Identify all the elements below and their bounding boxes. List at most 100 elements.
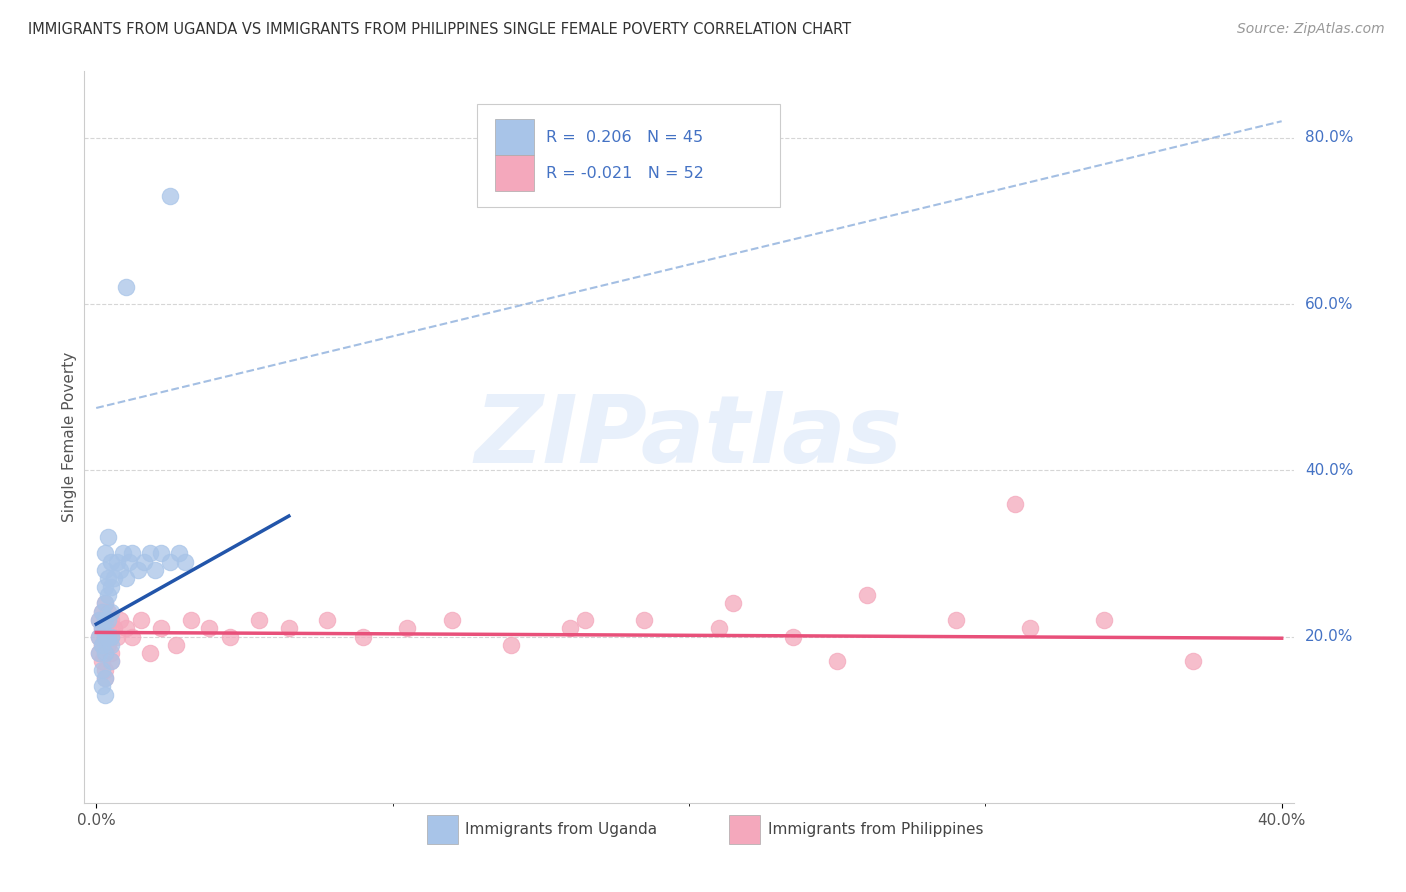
Point: [100, 580, 122, 594]
Point: [94, 688, 117, 702]
Point: [105, 555, 128, 569]
FancyBboxPatch shape: [495, 155, 534, 191]
Point: [89, 613, 111, 627]
Point: [108, 563, 131, 577]
Point: [94, 580, 117, 594]
Point: [180, 613, 202, 627]
Point: [118, 555, 141, 569]
Point: [121, 546, 143, 560]
Point: [100, 630, 122, 644]
Point: [316, 613, 339, 627]
Text: IMMIGRANTS FROM UGANDA VS IMMIGRANTS FROM PHILIPPINES SINGLE FEMALE POVERTY CORR: IMMIGRANTS FROM UGANDA VS IMMIGRANTS FRO…: [28, 22, 851, 37]
Point: [100, 638, 122, 652]
Text: R = -0.021   N = 52: R = -0.021 N = 52: [547, 166, 704, 181]
Point: [94, 646, 117, 660]
Text: R =  0.206   N = 45: R = 0.206 N = 45: [547, 129, 703, 145]
Point: [100, 655, 122, 669]
Point: [247, 613, 270, 627]
Point: [91, 638, 114, 652]
Text: ZIPatlas: ZIPatlas: [475, 391, 903, 483]
Y-axis label: Single Female Poverty: Single Female Poverty: [62, 352, 77, 522]
Point: [97, 588, 120, 602]
Point: [150, 621, 173, 635]
FancyBboxPatch shape: [426, 815, 458, 845]
Point: [94, 613, 117, 627]
Point: [94, 630, 117, 644]
Point: [89, 630, 111, 644]
Point: [97, 638, 120, 652]
FancyBboxPatch shape: [495, 119, 534, 154]
Point: [825, 655, 848, 669]
Point: [91, 655, 114, 669]
Text: 80.0%: 80.0%: [1305, 130, 1354, 145]
Point: [100, 555, 122, 569]
Point: [97, 530, 120, 544]
FancyBboxPatch shape: [478, 104, 780, 207]
Point: [94, 563, 117, 577]
Text: 20.0%: 20.0%: [1305, 629, 1354, 644]
Point: [218, 630, 240, 644]
Point: [94, 646, 117, 660]
Point: [115, 280, 138, 294]
Point: [94, 613, 117, 627]
Point: [198, 621, 221, 635]
Point: [396, 621, 419, 635]
Point: [97, 613, 120, 627]
Point: [132, 555, 155, 569]
Point: [105, 630, 128, 644]
Point: [159, 189, 181, 203]
Point: [100, 613, 122, 627]
Point: [89, 646, 111, 660]
Point: [100, 646, 122, 660]
Point: [89, 630, 111, 644]
Point: [91, 621, 114, 635]
Point: [91, 638, 114, 652]
Point: [138, 646, 160, 660]
Point: [440, 613, 463, 627]
Point: [103, 621, 125, 635]
Point: [115, 571, 138, 585]
Point: [97, 630, 120, 644]
Point: [165, 638, 187, 652]
Point: [167, 546, 190, 560]
Point: [1092, 613, 1115, 627]
Point: [91, 605, 114, 619]
Point: [138, 546, 160, 560]
Point: [91, 680, 114, 694]
Point: [174, 555, 197, 569]
Point: [782, 630, 804, 644]
Point: [100, 655, 122, 669]
Point: [352, 630, 374, 644]
Point: [1018, 621, 1040, 635]
Text: Immigrants from Philippines: Immigrants from Philippines: [768, 822, 983, 838]
Point: [121, 630, 143, 644]
Point: [91, 605, 114, 619]
Point: [560, 621, 582, 635]
Point: [94, 596, 117, 610]
Point: [723, 596, 745, 610]
Point: [100, 605, 122, 619]
Point: [707, 621, 730, 635]
Point: [91, 621, 114, 635]
Point: [855, 588, 877, 602]
Text: Source: ZipAtlas.com: Source: ZipAtlas.com: [1237, 22, 1385, 37]
Point: [127, 563, 149, 577]
Point: [1004, 497, 1026, 511]
Point: [103, 571, 125, 585]
Point: [501, 638, 523, 652]
Point: [277, 621, 299, 635]
Point: [91, 663, 114, 677]
Point: [97, 621, 120, 635]
Point: [1181, 655, 1204, 669]
Point: [94, 671, 117, 685]
Point: [159, 555, 181, 569]
Point: [94, 546, 117, 560]
Point: [108, 613, 131, 627]
FancyBboxPatch shape: [728, 815, 761, 845]
Point: [94, 630, 117, 644]
Point: [150, 546, 173, 560]
Point: [129, 613, 152, 627]
Point: [145, 563, 167, 577]
Point: [89, 646, 111, 660]
Point: [100, 630, 122, 644]
